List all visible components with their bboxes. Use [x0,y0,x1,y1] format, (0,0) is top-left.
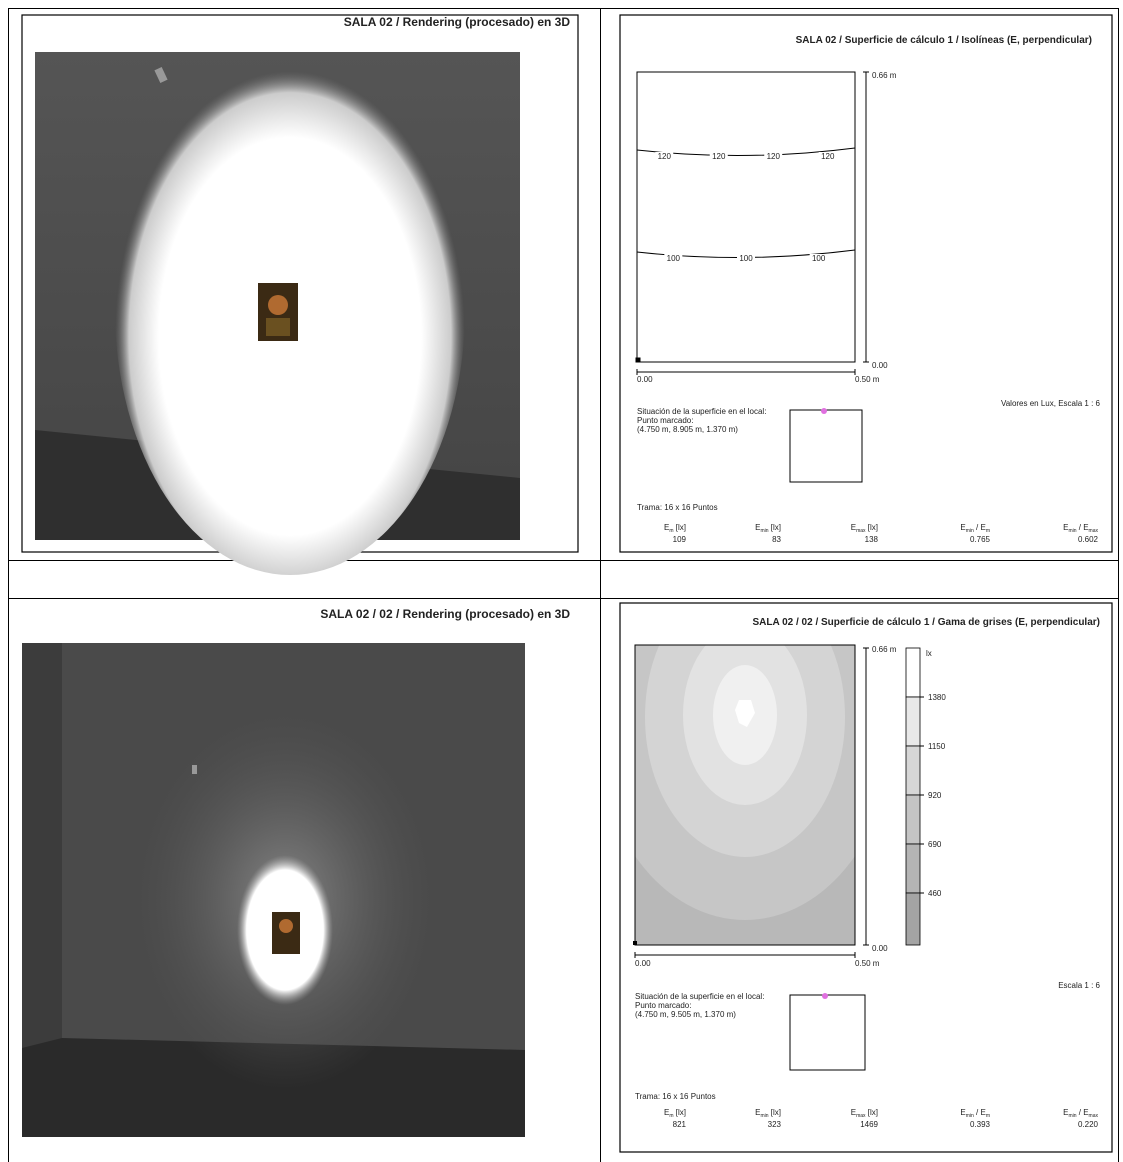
rendering-image [35,45,520,575]
scale-label: 0.50 m [855,375,880,384]
location-text: Punto marcado: [637,416,693,425]
scale-label: 0.00 [872,944,888,953]
stat-label-part: min [1068,1113,1076,1119]
stat-label-part: min [760,1113,768,1119]
scale-label: 0.00 [637,375,653,384]
isoline-plot [636,72,869,375]
isoline-label: 120 [767,152,781,161]
stat-label-part: / E [1077,1108,1089,1117]
stat-value: 821 [673,1120,687,1129]
legend-label: 920 [928,791,942,800]
stat-label-part: m [986,528,990,534]
stat-label-part: / E [1077,523,1089,532]
legend-label: 1150 [928,742,946,751]
stat-label-part: / E [974,1108,986,1117]
stat-label-part: min [966,1113,974,1119]
stat-label-part: [lx] [866,1108,878,1117]
grid-text: Trama: 16 x 16 Puntos [635,1092,716,1101]
scale-label: 0.00 [635,959,651,968]
stat-label: Emin [lx] [755,523,781,534]
stat-label-part: [lx] [674,523,686,532]
stat-value: 0.765 [970,535,991,544]
legend-unit: lx [926,649,932,658]
stat-label-part: [lx] [674,1108,686,1117]
stat-label: Em [lx] [664,523,686,534]
scale-label: 0.50 m [855,959,880,968]
scale-label: 0.66 m [872,71,897,80]
stat-label: Em [lx] [664,1108,686,1119]
stat-value: 323 [768,1120,782,1129]
report-page: SALA 02 / Rendering (procesado) en 3D SA… [0,0,1123,1162]
isoline-label: 120 [821,152,835,161]
stat-label-part: m [986,1113,990,1119]
stat-label-part: min [760,528,768,534]
location-plan [790,410,862,482]
location-text: Situación de la superficie en el local: [635,992,764,1001]
stat-label: Emax [lx] [851,523,878,534]
stat-label-part: [lx] [866,523,878,532]
stat-value: 0.602 [1078,535,1099,544]
panel-title: SALA 02 / Superficie de cálculo 1 / Isol… [796,35,1092,46]
stat-label-part: max [856,1113,866,1119]
stat-label-part: / E [974,523,986,532]
stat-label-part: min [966,528,974,534]
stat-value: 109 [673,535,687,544]
marked-point [822,993,828,999]
location-plan [790,995,865,1070]
scale-note: Escala 1 : 6 [1058,981,1100,990]
stat-value: 1469 [860,1120,878,1129]
isoline-label: 120 [712,152,726,161]
panel-title: SALA 02 / Rendering (procesado) en 3D [344,15,571,29]
scale-note: Valores en Lux, Escala 1 : 6 [1001,399,1101,408]
location-text: Situación de la superficie en el local: [637,407,766,416]
location-text: (4.750 m, 8.905 m, 1.370 m) [637,425,738,434]
scale-label: 0.66 m [872,645,897,654]
panel-title: SALA 02 / 02 / Rendering (procesado) en … [320,607,570,621]
stat-label-part: max [1089,1113,1099,1119]
grayscale-plot [535,445,955,1005]
stat-value: 0.393 [970,1120,991,1129]
stat-label: Emin / Emax [1063,1108,1098,1119]
stat-label: Emin / Em [960,1108,990,1119]
stat-value: 0.220 [1078,1120,1099,1129]
stat-label: Emin / Emax [1063,523,1098,534]
location-text: (4.750 m, 9.505 m, 1.370 m) [635,1010,736,1019]
stat-label: Emin / Em [960,523,990,534]
stat-value: 138 [865,535,879,544]
color-legend [906,648,920,945]
scale-label: 0.00 [872,361,888,370]
isoline-label: 120 [658,152,672,161]
isoline-label: 100 [812,254,826,263]
panel-title: SALA 02 / 02 / Superficie de cálculo 1 /… [752,617,1100,628]
stat-label-part: [lx] [769,523,781,532]
stat-label: Emin [lx] [755,1108,781,1119]
marked-point [821,408,827,414]
stat-label: Emax [lx] [851,1108,878,1119]
stat-label-part: max [1089,528,1099,534]
legend-label: 690 [928,840,942,849]
isoline-label: 100 [739,254,753,263]
stat-label-part: min [1068,528,1076,534]
stat-value: 83 [772,535,781,544]
legend-label: 460 [928,889,942,898]
location-text: Punto marcado: [635,1001,691,1010]
stat-label-part: [lx] [769,1108,781,1117]
rendering-image [22,643,525,1137]
isoline-label: 100 [667,254,681,263]
grid-text: Trama: 16 x 16 Puntos [637,503,718,512]
origin-marker [633,941,637,945]
legend-label: 1380 [928,693,946,702]
stat-label-part: max [856,528,866,534]
